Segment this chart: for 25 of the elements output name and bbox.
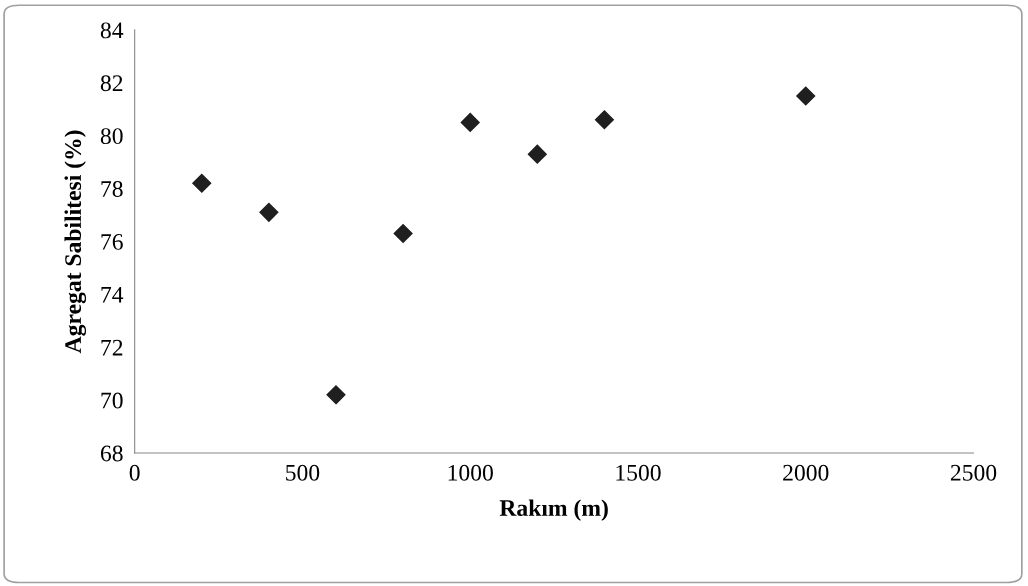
y-tick-label: 74 — [101, 286, 124, 303]
y-axis-title: Agregat Sabilitesi (%) — [64, 130, 87, 354]
y-tick-label: 84 — [100, 22, 124, 39]
x-axis-title: Rakım (m) — [499, 499, 608, 521]
point — [393, 223, 413, 244]
point — [460, 112, 480, 132]
x-tick-label: 2500 — [950, 464, 997, 481]
x-tick-label: 2000 — [783, 464, 829, 481]
y-tick-label: 70 — [101, 392, 123, 409]
point — [796, 86, 816, 106]
point — [326, 385, 346, 405]
y-tick-label: 76 — [101, 233, 123, 250]
y-tick-label: 80 — [100, 128, 123, 145]
point — [192, 173, 212, 193]
point — [527, 144, 547, 164]
y-tick-label: 78 — [101, 181, 123, 197]
y-tick-label: 82 — [100, 75, 123, 92]
y-tick-label: 72 — [101, 339, 123, 356]
x-tick-label: 1500 — [616, 464, 661, 481]
x-tick-label: 500 — [286, 464, 320, 481]
y-tick-label: 68 — [100, 445, 123, 462]
x-tick-label: 1000 — [448, 464, 493, 481]
x-tick-label: 0 — [129, 464, 140, 481]
point — [594, 110, 614, 130]
point — [259, 202, 279, 222]
